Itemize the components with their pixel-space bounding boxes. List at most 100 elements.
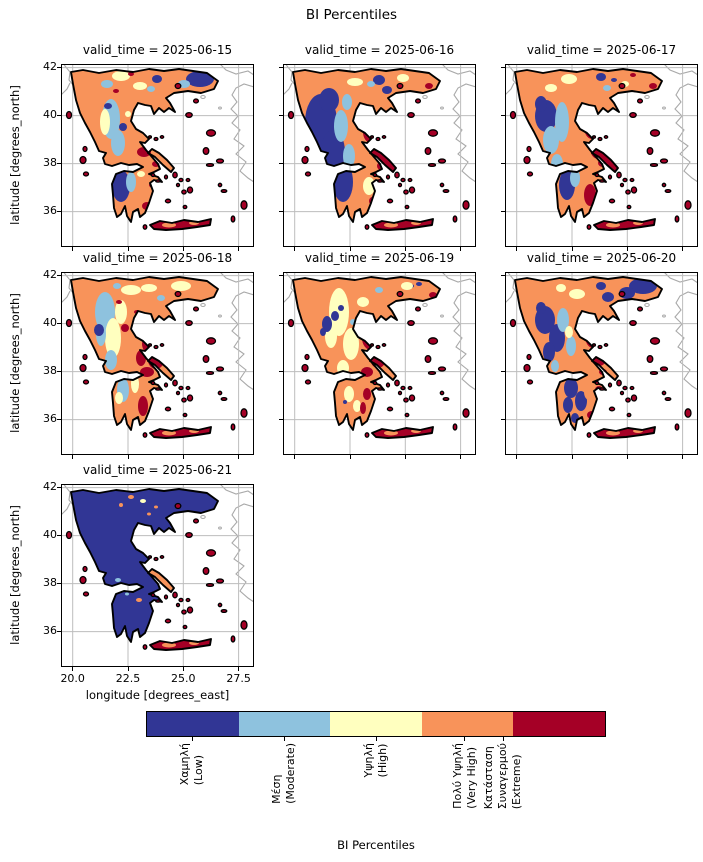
islands	[287, 290, 470, 438]
x-tick-mark	[571, 455, 573, 459]
y-tick-mark	[501, 67, 505, 69]
islands	[509, 290, 692, 438]
x-tick-mark	[460, 455, 462, 459]
y-tick-mark	[57, 67, 61, 69]
y-tick-mark	[501, 115, 505, 117]
colorbar	[146, 711, 606, 737]
euboea-fill	[148, 149, 174, 172]
colorbar-segment-2	[238, 712, 331, 736]
y-tick-label: 38	[43, 364, 57, 378]
y-tick-mark	[279, 371, 283, 373]
x-tick-mark	[238, 247, 240, 251]
islands	[65, 290, 248, 438]
y-tick-mark	[279, 115, 283, 117]
mainland-fill	[71, 489, 218, 642]
colorbar-label-line: (Low)	[192, 755, 205, 786]
neighbor-coastlines	[505, 64, 698, 183]
y-tick-mark	[57, 419, 61, 421]
greece-map	[61, 272, 254, 455]
y-tick-mark	[501, 275, 505, 277]
islands	[509, 82, 692, 230]
land-outlines	[514, 276, 663, 439]
y-tick-mark	[501, 419, 505, 421]
x-tick-mark	[127, 667, 129, 671]
colorbar-tick-mark	[191, 737, 193, 741]
y-axis-label: latitude [degrees_north]	[8, 293, 22, 433]
neighbor-coastlines	[61, 272, 254, 391]
axes-spines	[505, 64, 698, 247]
neighbor-coastlines	[505, 272, 698, 391]
y-tick-mark	[57, 631, 61, 633]
x-tick-mark	[682, 455, 684, 459]
y-tick-mark	[57, 583, 61, 585]
x-tick-mark	[72, 667, 74, 671]
y-tick-mark	[57, 163, 61, 165]
neighbor-coastlines	[61, 484, 254, 603]
y-tick-mark	[279, 419, 283, 421]
land-outlines	[70, 276, 219, 439]
colorbar-label-line: (Extreme)	[510, 754, 524, 810]
x-tick-label: 27.5	[226, 672, 251, 685]
panel-title: valid_time = 2025-06-15	[82, 43, 233, 57]
y-tick-mark	[501, 163, 505, 165]
y-tick-label: 40	[43, 108, 57, 122]
greece-map	[505, 272, 698, 455]
map-panel-7: valid_time = 2025-06-21 latitude [degrees…	[8, 463, 254, 685]
x-tick-label: 20.0	[60, 672, 85, 685]
axes-spines	[61, 272, 254, 455]
x-tick-mark	[349, 455, 351, 459]
y-tick-label: 36	[43, 624, 57, 638]
y-tick-mark	[501, 371, 505, 373]
colorbar-segment-3	[330, 712, 422, 736]
y-tick-label: 42	[43, 268, 57, 282]
colorbar-label-line: Μέση	[270, 774, 283, 804]
y-tick-mark	[279, 163, 283, 165]
panel-title: valid_time = 2025-06-16	[304, 43, 455, 57]
y-tick-mark	[57, 323, 61, 325]
colorbar-label-line: Υψηλή	[362, 743, 375, 778]
greece-map	[283, 64, 476, 247]
x-tick-mark	[626, 247, 628, 251]
greece-map	[61, 64, 254, 247]
x-tick-mark	[238, 667, 240, 671]
y-tick-mark	[501, 323, 505, 325]
y-tick-mark	[57, 275, 61, 277]
x-tick-mark	[571, 247, 573, 251]
x-tick-mark	[72, 247, 74, 251]
colorbar-tick-mark	[502, 737, 504, 741]
y-tick-label: 38	[43, 576, 57, 590]
x-tick-mark	[238, 455, 240, 459]
colorbar-label-line: (Very High)	[464, 746, 478, 809]
colorbar-class-label: Μέση (Moderate)	[270, 743, 298, 804]
colorbar-label: BI Percentiles	[337, 838, 415, 852]
colorbar-label-line: (Moderate)	[284, 743, 297, 804]
colorbar-class-label: Υψηλή (High)	[362, 743, 390, 777]
y-tick-label: 42	[43, 60, 57, 74]
islands	[65, 502, 248, 650]
land-outlines	[292, 276, 441, 439]
x-tick-mark	[127, 455, 129, 459]
colorbar-label-line: (High)	[376, 743, 389, 778]
x-tick-mark	[460, 247, 462, 251]
greece-map	[283, 272, 476, 455]
x-tick-label: 22.5	[115, 672, 141, 685]
y-tick-label: 42	[43, 480, 57, 494]
y-tick-label: 40	[43, 316, 57, 330]
map-panel-3: valid_time = 2025-06-17	[501, 43, 698, 251]
islands	[287, 82, 470, 230]
x-tick-mark	[682, 247, 684, 251]
map-panel-5: valid_time = 2025-06-19	[279, 251, 476, 459]
panel-title: valid_time = 2025-06-19	[304, 251, 455, 265]
colorbar-class-label: Κατάσταση Συναγερμού (Extreme)	[482, 743, 524, 809]
land-outlines	[514, 68, 663, 231]
y-tick-mark	[279, 275, 283, 277]
y-tick-label: 36	[43, 204, 57, 218]
figure-title: BI Percentiles	[305, 7, 398, 23]
y-tick-label: 40	[43, 528, 57, 542]
colorbar-class-label: Χαμηλή (Low)	[178, 743, 206, 785]
y-tick-label: 36	[43, 412, 57, 426]
axes-spines	[61, 64, 254, 247]
y-tick-mark	[57, 115, 61, 117]
greece-map	[505, 64, 698, 247]
